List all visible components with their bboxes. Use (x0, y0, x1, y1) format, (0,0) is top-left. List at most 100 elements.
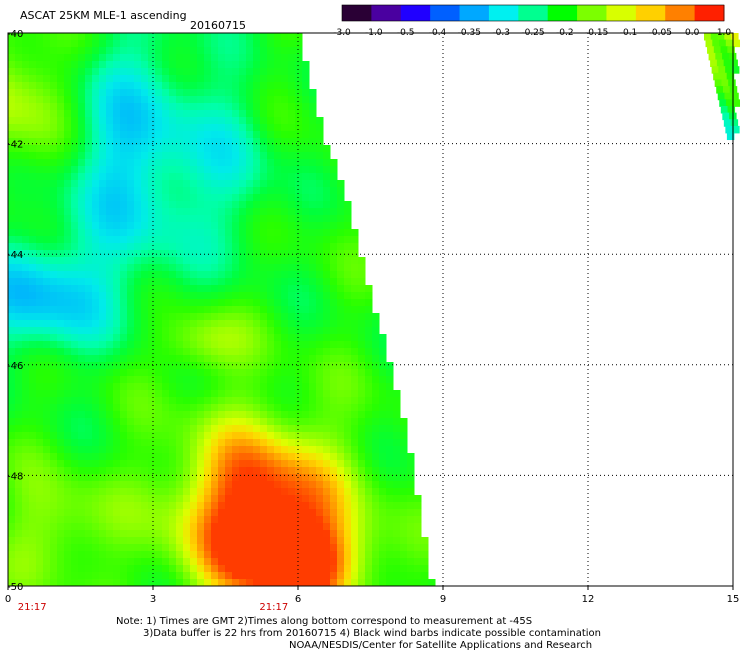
heatmap-cell (134, 82, 142, 90)
heatmap-cell (99, 68, 107, 76)
heatmap-cell (197, 502, 205, 510)
heatmap-cell (260, 96, 268, 104)
heatmap-cell (260, 187, 268, 195)
heatmap-cell (421, 565, 429, 573)
heatmap-cell (281, 551, 289, 559)
heatmap-cell (169, 68, 177, 76)
heatmap-cell (344, 460, 352, 468)
heatmap-cell (211, 215, 219, 223)
heatmap-cell (155, 96, 163, 104)
heatmap-cell (330, 572, 338, 580)
heatmap-cell (316, 369, 324, 377)
heatmap-cell (260, 334, 268, 342)
heatmap-cell (351, 404, 359, 412)
heatmap-cell (295, 138, 303, 146)
heatmap-cell (267, 516, 275, 524)
heatmap-cell (85, 446, 93, 454)
heatmap-cell (204, 152, 212, 160)
heatmap-cell (99, 425, 107, 433)
heatmap-cell (309, 418, 317, 426)
heatmap-cell (204, 89, 212, 97)
heatmap-cell (8, 96, 16, 104)
heatmap-cell (120, 110, 128, 118)
heatmap-cell (267, 418, 275, 426)
heatmap-cell (141, 138, 149, 146)
heatmap-cell (232, 47, 240, 55)
heatmap-cell (22, 152, 30, 160)
heatmap-cell (323, 411, 331, 419)
heatmap-cell (71, 292, 79, 300)
heatmap-cell (36, 334, 44, 342)
heatmap-cell (288, 229, 296, 237)
heatmap-cell (246, 103, 254, 111)
heatmap-cell (393, 474, 401, 482)
heatmap-cell (162, 383, 170, 391)
heatmap-cell (197, 257, 205, 265)
heatmap-cell (330, 509, 338, 517)
heatmap-cell (267, 250, 275, 258)
heatmap-cell (57, 572, 65, 580)
heatmap-cell (358, 376, 366, 384)
heatmap-cell (29, 166, 37, 174)
heatmap-cell (295, 348, 303, 356)
heatmap-cell (302, 299, 310, 307)
heatmap-cell (239, 544, 247, 552)
heatmap-cell (71, 313, 79, 321)
heatmap-cell (253, 257, 261, 265)
heatmap-cell (344, 348, 352, 356)
heatmap-cell (358, 565, 366, 573)
heatmap-cell (64, 376, 72, 384)
colorbar-label: -1.0 (365, 28, 383, 38)
heatmap-cell (15, 565, 23, 573)
heatmap-cell (148, 110, 156, 118)
heatmap-cell (393, 558, 401, 566)
heatmap-cell (134, 152, 142, 160)
heatmap-cell (57, 327, 65, 335)
heatmap-cell (309, 544, 317, 552)
heatmap-cell (134, 306, 142, 314)
heatmap-cell (169, 439, 177, 447)
heatmap-cell (64, 418, 72, 426)
heatmap-cell (260, 453, 268, 461)
heatmap-cell (183, 481, 191, 489)
heatmap-cell (281, 40, 289, 48)
heatmap-cell (218, 215, 226, 223)
heatmap-cell (246, 264, 254, 272)
heatmap-cell (351, 509, 359, 517)
heatmap-cell (134, 558, 142, 566)
heatmap-cell (344, 537, 352, 545)
heatmap-cell (211, 68, 219, 76)
heatmap-cell (106, 446, 114, 454)
heatmap-cell (211, 166, 219, 174)
heatmap-cell (183, 474, 191, 482)
heatmap-cell (400, 579, 408, 587)
heatmap-cell (50, 558, 58, 566)
heatmap-cell (309, 145, 317, 153)
heatmap-cell (211, 236, 219, 244)
heatmap-cell (225, 47, 233, 55)
heatmap-cell (309, 460, 317, 468)
heatmap-cell (309, 551, 317, 559)
heatmap-cell (260, 117, 268, 125)
heatmap-cell (281, 523, 289, 531)
heatmap-cell (260, 397, 268, 405)
heatmap-cell (225, 376, 233, 384)
heatmap-cell (344, 341, 352, 349)
heatmap-cell (106, 362, 114, 370)
heatmap-cell (274, 124, 282, 132)
heatmap-cell (309, 243, 317, 251)
heatmap-cell (281, 565, 289, 573)
heatmap-cell (134, 292, 142, 300)
heatmap-cell (106, 537, 114, 545)
heatmap-cell (148, 96, 156, 104)
heatmap-cell (8, 194, 16, 202)
heatmap-cell (253, 152, 261, 160)
heatmap-cell (204, 278, 212, 286)
heatmap-cell (113, 40, 121, 48)
heatmap-cell (302, 236, 310, 244)
heatmap-cell (281, 572, 289, 580)
heatmap-cell (71, 467, 79, 475)
heatmap-cell (274, 362, 282, 370)
heatmap-cell (64, 313, 72, 321)
heatmap-cell (127, 320, 135, 328)
